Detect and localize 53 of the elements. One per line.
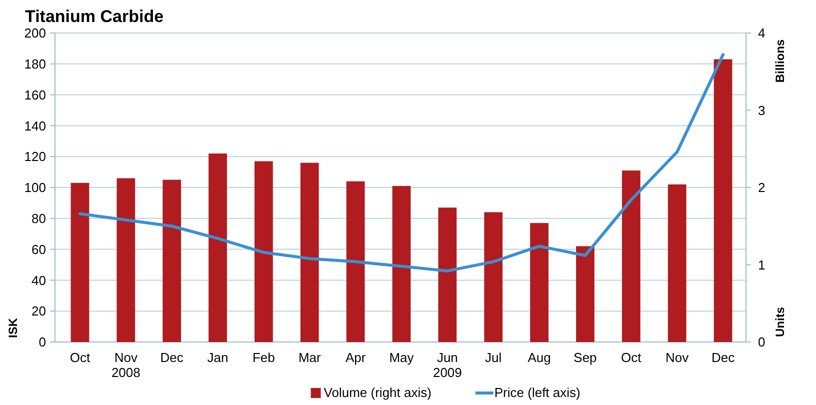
bar xyxy=(530,223,548,342)
y2-tick-label: 0 xyxy=(758,334,766,350)
y-tick-label: 160 xyxy=(24,87,46,102)
x-tick-label: Jul xyxy=(485,350,502,365)
y2-tick-label: 2 xyxy=(758,180,766,196)
bar xyxy=(576,246,594,342)
y2-axis-title: Units xyxy=(773,306,787,337)
y-tick-label: 80 xyxy=(32,210,46,226)
x-tick-label: May xyxy=(389,350,414,365)
x-tick-label: Nov 2008 xyxy=(111,350,140,380)
y-tick-label: 140 xyxy=(24,118,46,134)
y-axis-title: ISK xyxy=(6,318,20,338)
bar xyxy=(208,154,227,342)
bar xyxy=(70,182,90,342)
y-tick-label: 40 xyxy=(32,272,46,288)
y-tick-label: 20 xyxy=(32,304,46,319)
bar xyxy=(392,186,411,342)
y-tick-label: 200 xyxy=(24,26,46,41)
legend-label: Volume (right axis) xyxy=(324,385,432,400)
x-tick-label: Mar xyxy=(298,350,322,365)
bar xyxy=(714,59,732,342)
y2-tick-label: 1 xyxy=(758,257,766,272)
y-tick-label: 120 xyxy=(24,149,46,164)
bar xyxy=(668,184,686,342)
legend-label: Price (left axis) xyxy=(494,385,580,400)
y2-tick-label: 4 xyxy=(758,26,766,41)
bar xyxy=(162,180,182,342)
x-tick-label: Jan xyxy=(207,350,228,365)
x-tick-label: Apr xyxy=(345,350,366,365)
chart-title: Titanium Carbide xyxy=(25,7,164,26)
y-tick-label: 60 xyxy=(32,242,46,257)
y-tick-label: 180 xyxy=(24,56,46,72)
bar xyxy=(484,212,503,342)
bar xyxy=(254,161,273,342)
bar xyxy=(622,170,640,342)
x-tick-label: Sep xyxy=(574,350,597,365)
bar xyxy=(300,162,319,342)
x-tick-label: Feb xyxy=(252,350,275,365)
x-tick-label: Dec xyxy=(160,350,184,365)
x-tick-label: Nov xyxy=(666,350,690,365)
line-series xyxy=(78,53,725,272)
bar xyxy=(438,208,457,342)
y-tick-label: 0 xyxy=(38,334,46,350)
bar xyxy=(116,178,136,342)
x-tick-label: Jun 2009 xyxy=(432,350,462,380)
x-tick-label: Aug xyxy=(528,350,551,365)
bar xyxy=(346,181,365,342)
text: Billions xyxy=(773,39,787,83)
x-tick-label: Oct xyxy=(621,350,642,365)
x-tick-label: Oct xyxy=(70,350,90,365)
y2-tick-label: 3 xyxy=(758,102,766,118)
y-tick-label: 100 xyxy=(24,180,46,196)
x-tick-label: Dec xyxy=(711,350,736,365)
